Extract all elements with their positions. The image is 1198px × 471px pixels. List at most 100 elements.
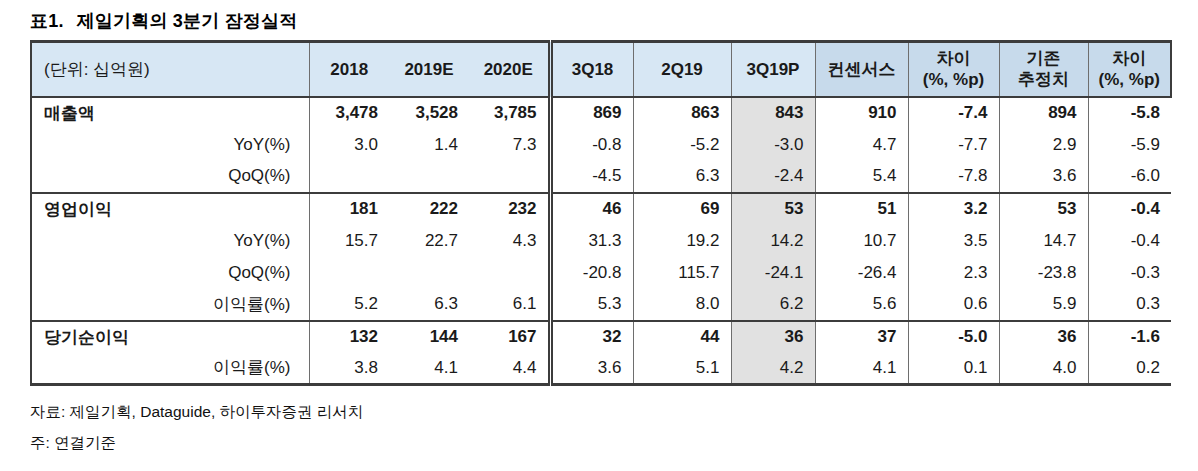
value-cell-diff-vs-consensus: -7.8 xyxy=(908,161,999,193)
research-report-table-page: 표1.제일기획의 3분기 잠정실적 (단위: 십억원) 2018 2019E 2… xyxy=(0,0,1198,471)
value-cell-3q19p: 14.2 xyxy=(731,225,815,257)
value-cell-2q19: 19.2 xyxy=(633,225,731,257)
value-cell-diff-vs-consensus: 2.3 xyxy=(908,257,999,289)
value-cell-diff-vs-previous: -0.4 xyxy=(1088,225,1171,257)
value-cell-3q19p: 53 xyxy=(731,193,815,225)
value-cell-diff-vs-consensus: -5.0 xyxy=(908,321,999,353)
value-cell-consensus: 4.1 xyxy=(815,353,908,385)
table-row: YoY(%)3.01.47.3-0.8-5.2-3.04.7-7.72.9-5.… xyxy=(31,129,1171,161)
footnotes: 자료: 제일기획, Dataguide, 하이투자증권 리서치 주: 연결기준 xyxy=(30,396,1170,458)
row-label: YoY(%) xyxy=(31,225,309,257)
value-cell-diff-vs-consensus: -7.7 xyxy=(908,129,999,161)
value-cell-2018: 181 xyxy=(309,193,389,225)
earnings-preview-table: (단위: 십억원) 2018 2019E 2020E 3Q18 2Q19 3Q1… xyxy=(30,40,1172,386)
table-header: (단위: 십억원) 2018 2019E 2020E 3Q18 2Q19 3Q1… xyxy=(31,42,1171,97)
row-label: 영업이익 xyxy=(31,193,309,225)
value-cell-previous-estimate: 4.0 xyxy=(999,353,1088,385)
value-cell-2020e: 6.1 xyxy=(469,289,550,321)
value-cell-3q19p: 4.2 xyxy=(731,353,815,385)
value-cell-3q18: -4.5 xyxy=(550,161,633,193)
value-cell-2q19: 5.1 xyxy=(633,353,731,385)
value-cell-2020e: 3,785 xyxy=(469,97,550,129)
value-cell-2019e: 222 xyxy=(389,193,469,225)
value-cell-consensus: 4.7 xyxy=(815,129,908,161)
value-cell-2018: 132 xyxy=(309,321,389,353)
value-cell-previous-estimate: 5.9 xyxy=(999,289,1088,321)
table-row: 이익률(%)5.26.36.15.38.06.25.60.65.90.3 xyxy=(31,289,1171,321)
value-cell-2020e xyxy=(469,257,550,289)
table-title-text: 제일기획의 3분기 잠정실적 xyxy=(77,11,298,31)
value-cell-diff-vs-consensus: -7.4 xyxy=(908,97,999,129)
value-cell-2q19: -5.2 xyxy=(633,129,731,161)
value-cell-3q18: 46 xyxy=(550,193,633,225)
value-cell-3q19p: -24.1 xyxy=(731,257,815,289)
value-cell-3q18: 31.3 xyxy=(550,225,633,257)
value-cell-diff-vs-previous: -5.9 xyxy=(1088,129,1171,161)
col-header-2019e: 2019E xyxy=(389,42,469,97)
value-cell-3q18: -20.8 xyxy=(550,257,633,289)
value-cell-consensus: 10.7 xyxy=(815,225,908,257)
value-cell-previous-estimate: 53 xyxy=(999,193,1088,225)
value-cell-2q19: 8.0 xyxy=(633,289,731,321)
col-header-consensus: 컨센서스 xyxy=(815,42,908,97)
value-cell-diff-vs-previous: -6.0 xyxy=(1088,161,1171,193)
col-header-diff-consensus: 차이 (%, %p) xyxy=(908,42,999,97)
value-cell-2018: 15.7 xyxy=(309,225,389,257)
value-cell-diff-vs-consensus: 0.6 xyxy=(908,289,999,321)
value-cell-2019e: 4.1 xyxy=(389,353,469,385)
value-cell-3q19p: 843 xyxy=(731,97,815,129)
table-row: QoQ(%)-4.56.3-2.45.4-7.83.6-6.0 xyxy=(31,161,1171,193)
value-cell-consensus: -26.4 xyxy=(815,257,908,289)
value-cell-diff-vs-previous: 0.3 xyxy=(1088,289,1171,321)
value-cell-2019e: 1.4 xyxy=(389,129,469,161)
value-cell-2019e: 144 xyxy=(389,321,469,353)
value-cell-3q18: 5.3 xyxy=(550,289,633,321)
col-header-2018: 2018 xyxy=(309,42,389,97)
col-header-diff-previous: 차이 (%, %p) xyxy=(1088,42,1171,97)
value-cell-3q19p: -3.0 xyxy=(731,129,815,161)
value-cell-2q19: 863 xyxy=(633,97,731,129)
value-cell-2020e: 4.3 xyxy=(469,225,550,257)
value-cell-2018: 3,478 xyxy=(309,97,389,129)
value-cell-diff-vs-consensus: 3.2 xyxy=(908,193,999,225)
col-header-previous-estimate: 기존 추정치 xyxy=(999,42,1088,97)
value-cell-previous-estimate: 2.9 xyxy=(999,129,1088,161)
col-header-2q19: 2Q19 xyxy=(633,42,731,97)
basis-note: 주: 연결기준 xyxy=(30,427,1170,458)
source-note: 자료: 제일기획, Dataguide, 하이투자증권 리서치 xyxy=(30,396,1170,427)
value-cell-consensus: 5.4 xyxy=(815,161,908,193)
value-cell-diff-vs-consensus: 3.5 xyxy=(908,225,999,257)
value-cell-2020e: 167 xyxy=(469,321,550,353)
table-body: 매출액3,4783,5283,785869863843910-7.4894-5.… xyxy=(31,97,1171,385)
value-cell-2018 xyxy=(309,257,389,289)
value-cell-2020e: 232 xyxy=(469,193,550,225)
unit-label: (단위: 십억원) xyxy=(31,42,309,97)
value-cell-diff-vs-previous: 0.2 xyxy=(1088,353,1171,385)
col-header-3q19p: 3Q19P xyxy=(731,42,815,97)
value-cell-previous-estimate: 36 xyxy=(999,321,1088,353)
value-cell-3q19p: 6.2 xyxy=(731,289,815,321)
value-cell-2019e: 3,528 xyxy=(389,97,469,129)
value-cell-2018: 5.2 xyxy=(309,289,389,321)
value-cell-consensus: 910 xyxy=(815,97,908,129)
value-cell-consensus: 37 xyxy=(815,321,908,353)
table-row: 매출액3,4783,5283,785869863843910-7.4894-5.… xyxy=(31,97,1171,129)
table-row: 영업이익181222232466953513.253-0.4 xyxy=(31,193,1171,225)
value-cell-2q19: 6.3 xyxy=(633,161,731,193)
row-label: 매출액 xyxy=(31,97,309,129)
col-header-2020e: 2020E xyxy=(469,42,550,97)
table-row: 이익률(%)3.84.14.43.65.14.24.10.14.00.2 xyxy=(31,353,1171,385)
value-cell-diff-vs-previous: -0.3 xyxy=(1088,257,1171,289)
table-row: 당기순이익13214416732443637-5.036-1.6 xyxy=(31,321,1171,353)
value-cell-previous-estimate: -23.8 xyxy=(999,257,1088,289)
value-cell-2020e: 7.3 xyxy=(469,129,550,161)
row-label: 이익률(%) xyxy=(31,353,309,385)
table-row: YoY(%)15.722.74.331.319.214.210.73.514.7… xyxy=(31,225,1171,257)
value-cell-2019e xyxy=(389,257,469,289)
value-cell-2019e: 6.3 xyxy=(389,289,469,321)
value-cell-2018: 3.0 xyxy=(309,129,389,161)
value-cell-2q19: 115.7 xyxy=(633,257,731,289)
value-cell-previous-estimate: 14.7 xyxy=(999,225,1088,257)
row-label: 당기순이익 xyxy=(31,321,309,353)
value-cell-3q19p: -2.4 xyxy=(731,161,815,193)
